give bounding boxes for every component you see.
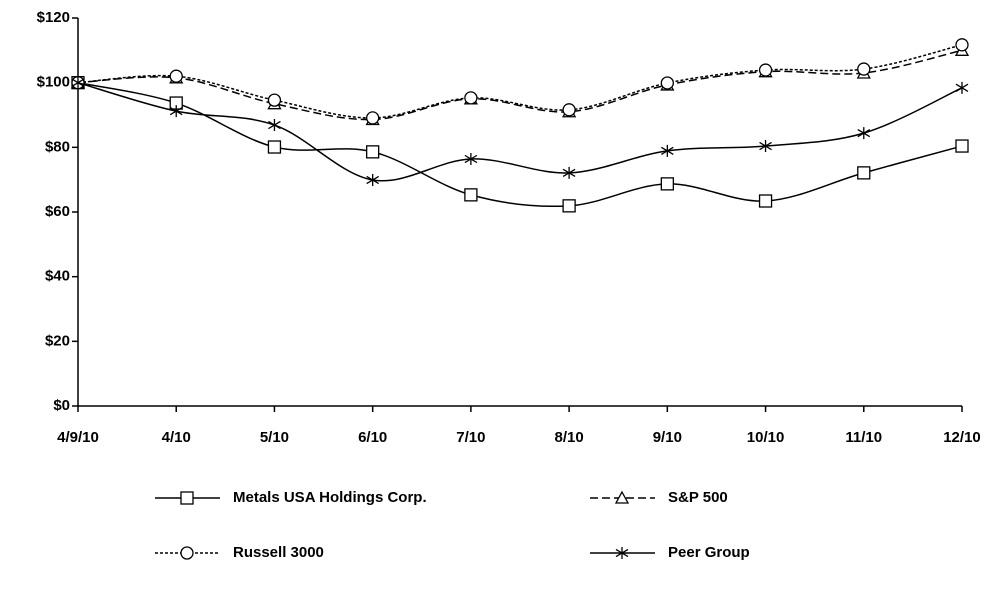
- marker: [169, 69, 183, 83]
- x-tick-label: 4/9/10: [57, 429, 99, 446]
- legend-label: Peer Group: [668, 544, 750, 561]
- marker: [660, 177, 674, 191]
- x-tick-label: 12/10: [943, 429, 981, 446]
- marker: [464, 152, 478, 165]
- x-tick-label: 6/10: [358, 429, 387, 446]
- x-tick-label: 5/10: [260, 429, 289, 446]
- marker: [267, 140, 282, 154]
- marker: [268, 119, 281, 132]
- marker: [955, 139, 969, 153]
- x-tick-label: 11/10: [845, 429, 882, 446]
- marker: [71, 76, 85, 89]
- marker: [615, 547, 629, 559]
- series-line: [77, 49, 963, 121]
- y-tick-label: $60: [45, 203, 70, 220]
- series-line: [77, 44, 963, 119]
- marker: [758, 194, 773, 208]
- legend-item: Metals USA Holdings Corp.: [155, 489, 427, 506]
- legend-item: Russell 3000: [155, 544, 324, 561]
- y-tick-label: $0: [53, 397, 70, 414]
- legend-item: Peer Group: [590, 544, 750, 561]
- y-tick-label: $20: [45, 332, 70, 349]
- marker: [955, 38, 969, 52]
- y-tick-label: $80: [45, 138, 70, 155]
- marker: [464, 91, 478, 105]
- marker: [180, 491, 194, 505]
- x-tick-label: 9/10: [653, 429, 682, 446]
- marker: [562, 199, 576, 213]
- x-tick-label: 7/10: [456, 429, 485, 446]
- marker: [614, 490, 630, 504]
- marker: [366, 145, 380, 159]
- marker: [955, 81, 969, 94]
- marker: [660, 76, 674, 90]
- marker: [857, 62, 871, 76]
- legend-label: Russell 3000: [233, 544, 324, 561]
- series-line: [77, 81, 963, 208]
- y-tick-label: $40: [45, 268, 70, 285]
- y-tick-label: $100: [37, 74, 70, 91]
- legend-label: Metals USA Holdings Corp.: [233, 489, 427, 506]
- marker: [759, 140, 772, 153]
- legend-item: S&P 500: [590, 489, 728, 506]
- y-tick-label: $120: [37, 9, 70, 26]
- marker: [180, 546, 194, 560]
- series-line: [77, 81, 963, 182]
- x-tick-label: 10/10: [747, 429, 785, 446]
- marker: [857, 127, 871, 140]
- legend-label: S&P 500: [668, 489, 728, 506]
- marker: [366, 111, 380, 125]
- marker: [562, 166, 576, 179]
- x-tick-label: 4/10: [162, 429, 191, 446]
- marker: [169, 105, 183, 118]
- marker: [562, 103, 576, 117]
- marker: [758, 63, 773, 77]
- marker: [464, 188, 478, 202]
- marker: [857, 166, 871, 180]
- marker: [267, 93, 282, 107]
- marker: [366, 173, 380, 186]
- marker: [660, 144, 674, 157]
- x-tick-label: 8/10: [555, 429, 584, 446]
